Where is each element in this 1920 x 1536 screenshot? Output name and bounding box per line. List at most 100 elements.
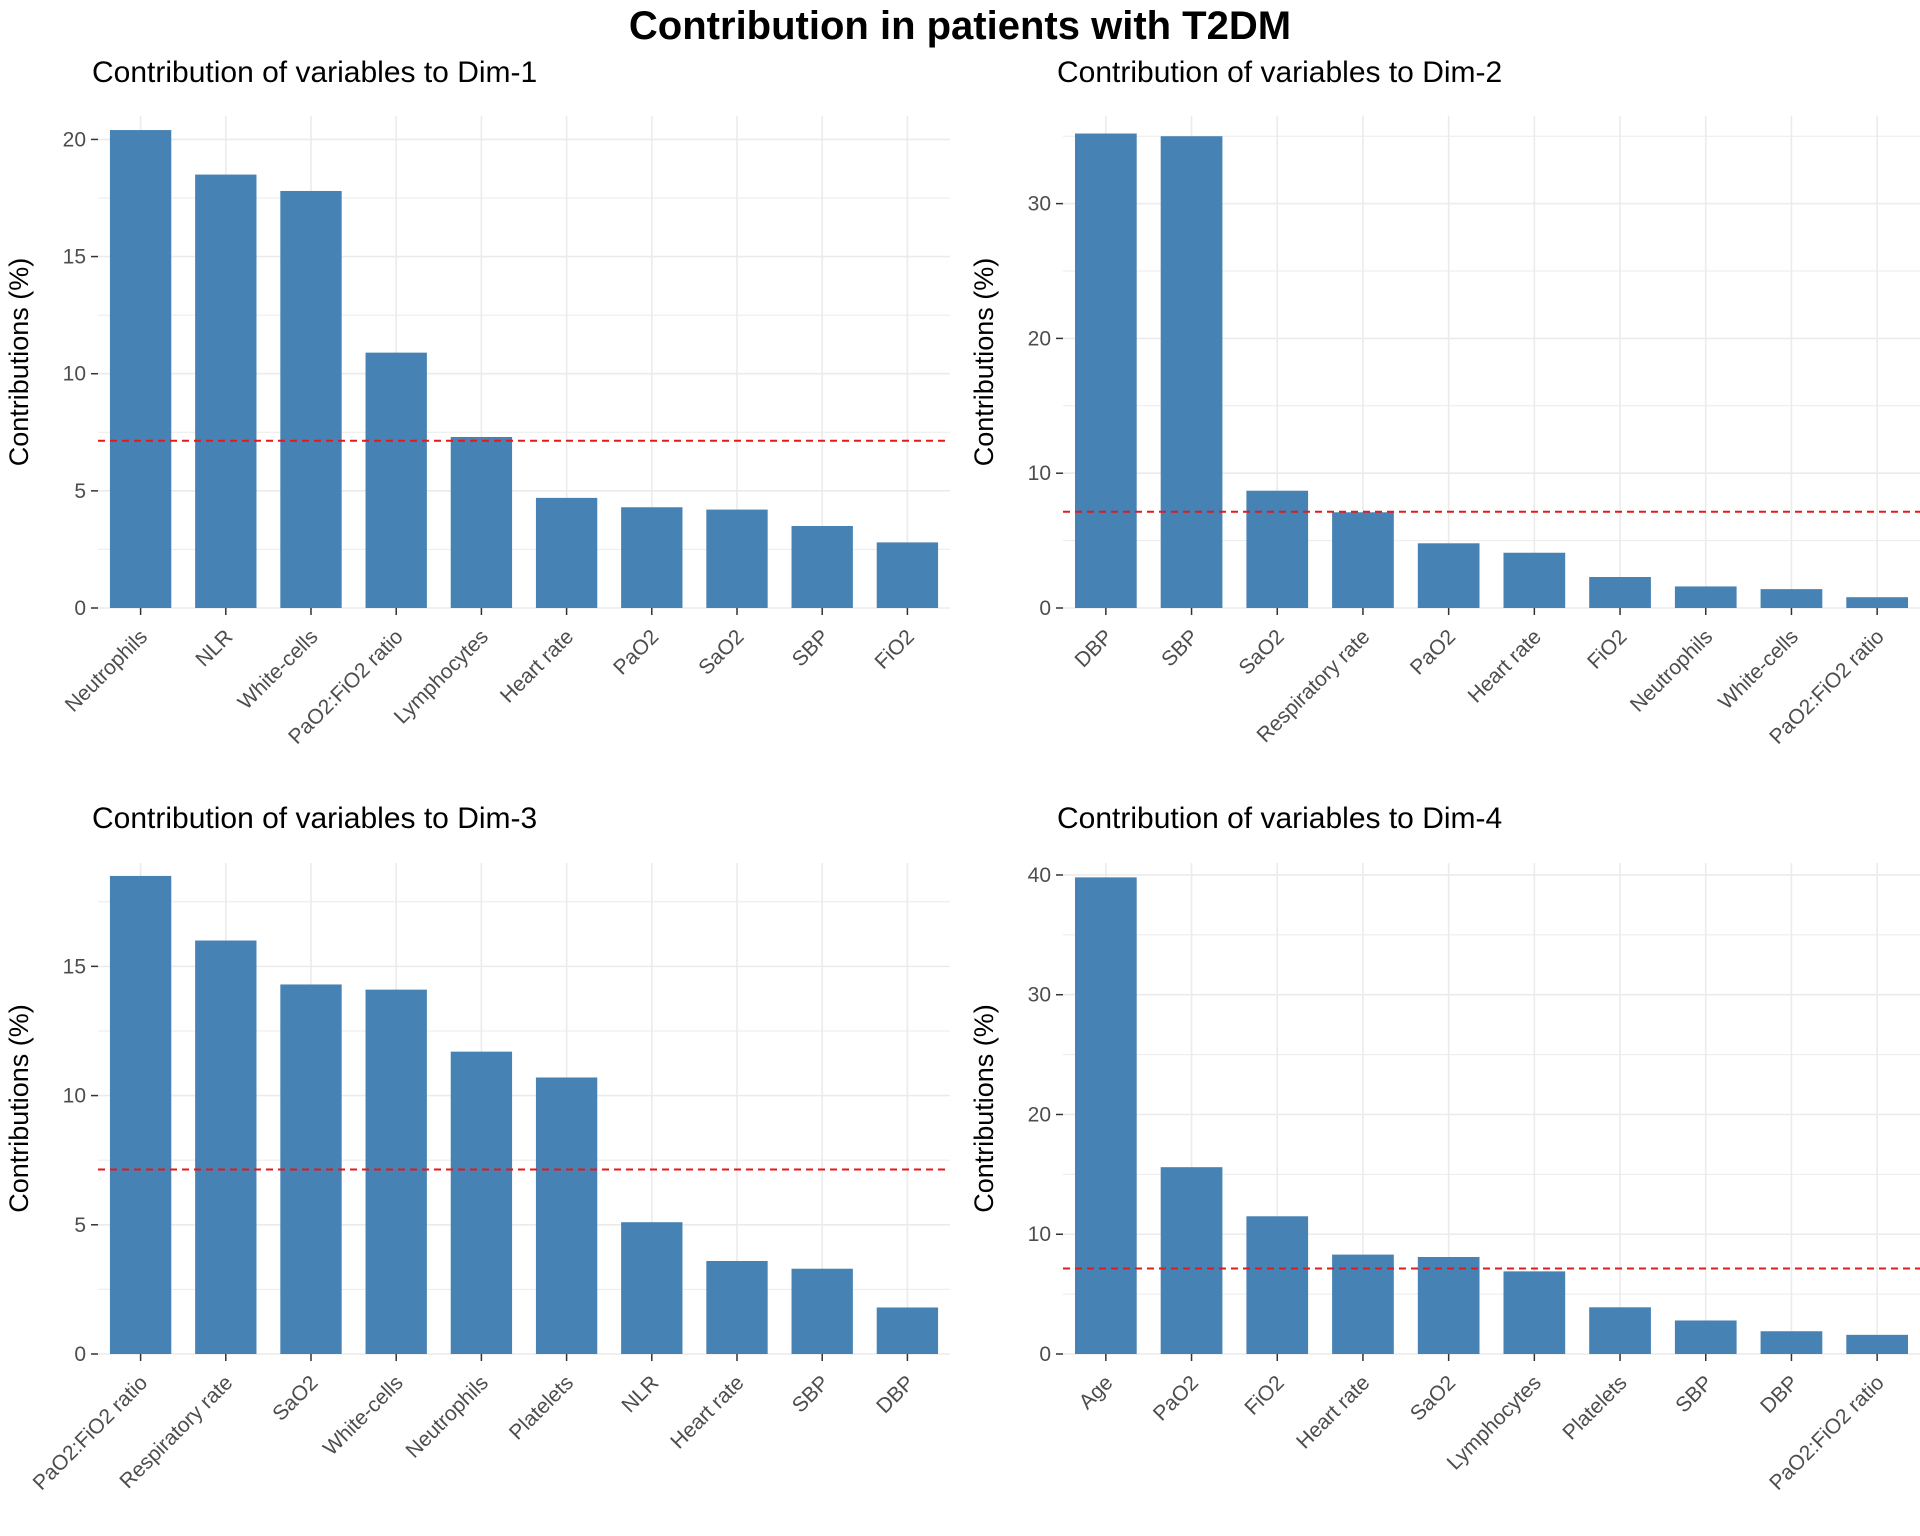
x-tick-label: FiO2 — [1240, 1371, 1288, 1419]
bar — [365, 352, 427, 608]
y-tick-label: 10 — [63, 1085, 86, 1108]
y-tick-label: 0 — [1039, 597, 1051, 620]
bar — [1846, 597, 1909, 608]
y-tick-label: 10 — [1028, 1223, 1051, 1246]
bar — [1589, 576, 1651, 608]
panel-title: Contribution of variables to Dim-2 — [1057, 56, 1502, 89]
x-tick-label: Platelets — [505, 1371, 578, 1444]
y-tick-label: 20 — [63, 128, 86, 151]
bar — [195, 940, 257, 1354]
bar — [1674, 1320, 1737, 1354]
bar — [706, 509, 768, 608]
y-tick-label: 0 — [74, 597, 86, 620]
bar — [1160, 136, 1223, 608]
x-tick-label: DBP — [872, 1371, 919, 1418]
x-tick-label: FiO2 — [870, 625, 918, 673]
x-tick-label: SaO2 — [1406, 1371, 1460, 1425]
panel-title: Contribution of variables to Dim-1 — [92, 56, 537, 89]
bar — [1246, 490, 1309, 608]
bar — [621, 1222, 683, 1354]
bar — [1589, 1307, 1651, 1354]
bar — [450, 436, 513, 608]
bar — [1246, 1216, 1309, 1354]
bar — [1417, 1256, 1480, 1354]
x-tick-label: SBP — [1157, 625, 1203, 671]
y-tick-label: 15 — [63, 955, 86, 978]
y-tick-label: 0 — [1039, 1343, 1051, 1366]
bar — [1074, 133, 1137, 608]
bar — [1417, 543, 1480, 608]
y-tick-label: 5 — [74, 480, 86, 503]
x-tick-label: Neutrophils — [61, 625, 152, 716]
bar — [280, 190, 342, 608]
y-tick-label: 10 — [1028, 462, 1051, 485]
bar — [1760, 589, 1823, 608]
y-axis-label: Contributions (%) — [969, 258, 999, 467]
y-tick-label: 40 — [1028, 864, 1051, 887]
panel-title: Contribution of variables to Dim-4 — [1057, 802, 1502, 835]
x-tick-label: SBP — [788, 1371, 834, 1417]
y-tick-label: 15 — [63, 246, 86, 269]
bar — [1503, 552, 1566, 608]
x-tick-label: SBP — [1671, 1371, 1717, 1417]
y-tick-label: 30 — [1028, 984, 1051, 1007]
x-tick-label: Heart rate — [496, 625, 578, 707]
bar — [1674, 586, 1737, 608]
chart-panel-3: Contribution of variables to Dim-3 0 5 10 15… — [4, 802, 950, 1495]
x-tick-label: NLR — [617, 1371, 663, 1417]
bar — [109, 130, 172, 609]
x-tick-label: Heart rate — [666, 1371, 748, 1453]
x-tick-label: White-cells — [319, 1371, 408, 1460]
bar — [791, 526, 853, 608]
x-tick-label: NLR — [191, 625, 237, 671]
bar — [1160, 1167, 1223, 1354]
x-tick-label: PaO2 — [1406, 625, 1460, 679]
x-tick-label: Neutrophils — [402, 1371, 493, 1462]
x-tick-label: White-cells — [1714, 625, 1803, 714]
y-tick-label: 0 — [74, 1343, 86, 1366]
bar — [1332, 512, 1394, 608]
x-tick-label: PaO2 — [609, 625, 663, 679]
x-tick-label: SBP — [788, 625, 834, 671]
x-tick-label: SaO2 — [1235, 625, 1289, 679]
y-tick-label: 30 — [1028, 193, 1051, 216]
bar — [706, 1260, 768, 1354]
x-tick-label: Heart rate — [1464, 625, 1546, 707]
x-tick-label: PaO2 — [1149, 1371, 1203, 1425]
chart-panel-1: Contribution of variables to Dim-1 0 5 10 15… — [4, 56, 950, 749]
x-tick-label: Age — [1075, 1371, 1118, 1414]
bar — [1846, 1334, 1909, 1354]
bar — [1074, 877, 1137, 1354]
y-tick-label: 20 — [1028, 327, 1051, 350]
main-title: Contribution in patients with T2DM — [628, 4, 1292, 48]
x-tick-label: DBP — [1756, 1371, 1803, 1418]
bar — [535, 1077, 598, 1354]
chart-panel-4: Contribution of variables to Dim-4 0 10 20 3… — [969, 802, 1920, 1495]
bar — [621, 507, 683, 608]
y-tick-label: 20 — [1028, 1103, 1051, 1126]
y-tick-label: 5 — [74, 1214, 86, 1237]
bar — [450, 1051, 513, 1354]
bar — [195, 174, 257, 609]
bar — [535, 497, 598, 608]
bar — [109, 875, 172, 1354]
x-tick-label: DBP — [1071, 625, 1118, 672]
bar — [876, 1307, 939, 1354]
x-tick-label: FiO2 — [1583, 625, 1631, 673]
x-tick-label: White-cells — [234, 625, 323, 714]
y-axis-label: Contributions (%) — [4, 1004, 34, 1213]
x-tick-label: Platelets — [1558, 1371, 1631, 1444]
y-axis-label: Contributions (%) — [4, 258, 34, 467]
bar — [876, 542, 939, 608]
x-tick-label: Heart rate — [1292, 1371, 1374, 1453]
x-tick-label: Neutrophils — [1626, 625, 1717, 716]
bar — [791, 1268, 853, 1354]
x-tick-label: SaO2 — [694, 625, 748, 679]
bar — [365, 989, 427, 1354]
bar — [1332, 1254, 1394, 1354]
bar — [1503, 1271, 1566, 1354]
y-tick-label: 10 — [63, 363, 86, 386]
panel-title: Contribution of variables to Dim-3 — [92, 802, 537, 835]
y-axis-label: Contributions (%) — [969, 1004, 999, 1213]
